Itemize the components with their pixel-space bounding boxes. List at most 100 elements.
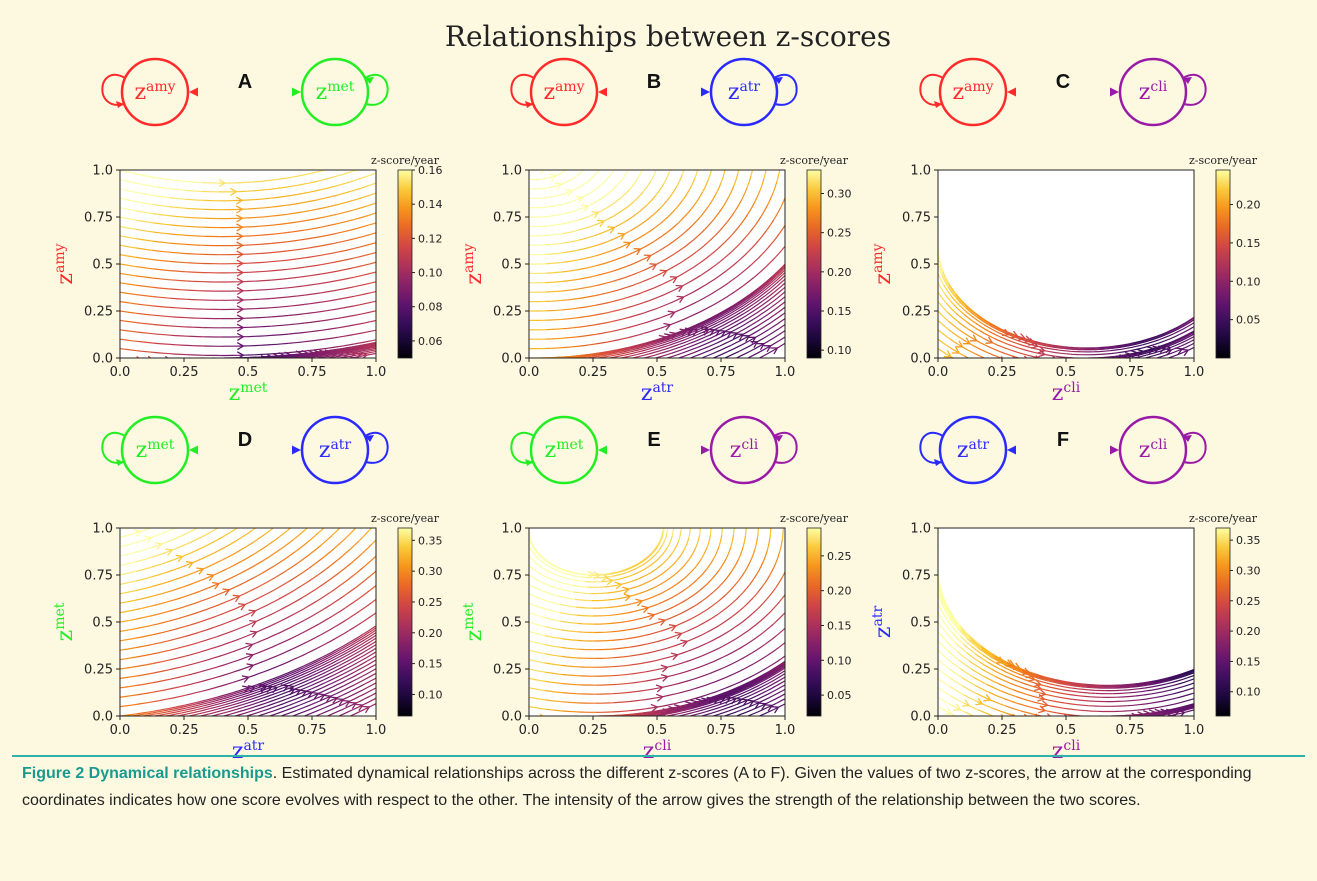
streamline bbox=[366, 172, 376, 177]
streamline-arrow bbox=[196, 567, 205, 575]
streamline bbox=[1140, 696, 1157, 701]
x-tick-label: 0.75 bbox=[298, 723, 327, 738]
streamline bbox=[766, 668, 781, 678]
streamline bbox=[232, 666, 249, 673]
node-label-atr: zatr bbox=[957, 437, 990, 463]
streamline bbox=[359, 602, 373, 612]
streamline bbox=[772, 684, 785, 693]
colorbar-label: z-score/year bbox=[780, 154, 849, 167]
streamline bbox=[330, 702, 346, 711]
streamline bbox=[253, 224, 271, 228]
streamline bbox=[286, 174, 303, 179]
streamline bbox=[366, 655, 376, 662]
streamline-arrow bbox=[133, 529, 143, 537]
streamline bbox=[682, 188, 691, 201]
streamline-arrow bbox=[1022, 667, 1031, 676]
node-atr bbox=[709, 57, 779, 127]
streamline bbox=[1127, 703, 1145, 707]
streamline bbox=[1149, 348, 1166, 355]
streamline bbox=[1139, 712, 1156, 716]
streamline bbox=[168, 626, 185, 632]
streamline bbox=[344, 696, 360, 704]
streamline bbox=[726, 583, 737, 595]
streamline bbox=[136, 322, 154, 326]
streamline bbox=[758, 691, 773, 700]
streamline bbox=[136, 672, 154, 677]
streamline bbox=[1084, 695, 1102, 698]
streamline bbox=[938, 612, 946, 625]
streamline bbox=[120, 235, 137, 240]
y-tick-label: 0.5 bbox=[92, 258, 113, 273]
streamline bbox=[723, 690, 740, 698]
streamline bbox=[644, 639, 662, 645]
streamline bbox=[719, 338, 735, 347]
streamline bbox=[762, 702, 777, 711]
streamline bbox=[701, 591, 714, 602]
streamline bbox=[618, 345, 635, 351]
streamline bbox=[974, 345, 989, 354]
streamline bbox=[725, 681, 741, 689]
streamline bbox=[282, 681, 298, 689]
streamline-arrow bbox=[730, 332, 739, 340]
plot-area bbox=[120, 170, 376, 358]
streamline bbox=[561, 187, 578, 195]
streamline bbox=[545, 271, 563, 274]
streamline-arrow bbox=[622, 586, 631, 595]
y-tick-label: 1.0 bbox=[501, 164, 522, 179]
streamline-arrow bbox=[236, 223, 244, 232]
streamline bbox=[971, 337, 987, 347]
streamline bbox=[286, 676, 303, 685]
streamline bbox=[773, 613, 785, 625]
streamline bbox=[777, 665, 785, 672]
streamline bbox=[529, 687, 546, 692]
streamline bbox=[672, 282, 688, 292]
streamline bbox=[736, 641, 751, 651]
streamline bbox=[767, 658, 781, 668]
streamline bbox=[676, 174, 683, 187]
panel-letter: E bbox=[647, 429, 660, 451]
streamline bbox=[783, 663, 785, 666]
streamline bbox=[670, 578, 684, 589]
streamline bbox=[233, 676, 249, 683]
streamline bbox=[766, 538, 771, 551]
streamline bbox=[1031, 700, 1048, 706]
streamline bbox=[674, 608, 690, 617]
streamline bbox=[978, 709, 994, 716]
streamline bbox=[737, 251, 749, 262]
streamline bbox=[715, 182, 722, 195]
streamline bbox=[966, 652, 979, 662]
y-tick-label: 0.75 bbox=[84, 569, 113, 584]
streamline bbox=[360, 636, 375, 646]
streamline bbox=[685, 263, 699, 273]
streamlines bbox=[938, 198, 1194, 358]
streamline bbox=[239, 688, 256, 695]
streamline bbox=[301, 589, 316, 599]
colorbar-tick-label: 0.25 bbox=[827, 550, 852, 563]
streamline-arrow bbox=[554, 182, 563, 190]
streamline bbox=[120, 551, 137, 557]
streamline bbox=[981, 668, 996, 677]
streamline bbox=[595, 666, 613, 668]
streamline bbox=[330, 656, 345, 665]
streamline bbox=[776, 278, 785, 288]
x-tick-label: 0.0 bbox=[110, 365, 131, 380]
x-tick-label: 0.75 bbox=[707, 365, 736, 380]
streamline bbox=[254, 261, 271, 264]
node-label-atr: zatr bbox=[728, 79, 761, 105]
streamline bbox=[562, 345, 580, 349]
streamline bbox=[710, 245, 722, 256]
streamline bbox=[246, 618, 262, 627]
streamline-arrow bbox=[1001, 328, 1011, 337]
streamline bbox=[332, 352, 350, 357]
streamline bbox=[957, 651, 970, 662]
streamline bbox=[236, 181, 254, 184]
streamline bbox=[151, 571, 168, 578]
self-loop-met bbox=[364, 74, 389, 106]
streamline bbox=[991, 668, 1006, 677]
streamline bbox=[560, 629, 578, 633]
streamline bbox=[982, 654, 997, 664]
y-axis-label: zmet bbox=[52, 602, 78, 641]
streamline bbox=[960, 627, 971, 639]
streamline bbox=[740, 674, 755, 683]
streamline bbox=[186, 207, 203, 210]
